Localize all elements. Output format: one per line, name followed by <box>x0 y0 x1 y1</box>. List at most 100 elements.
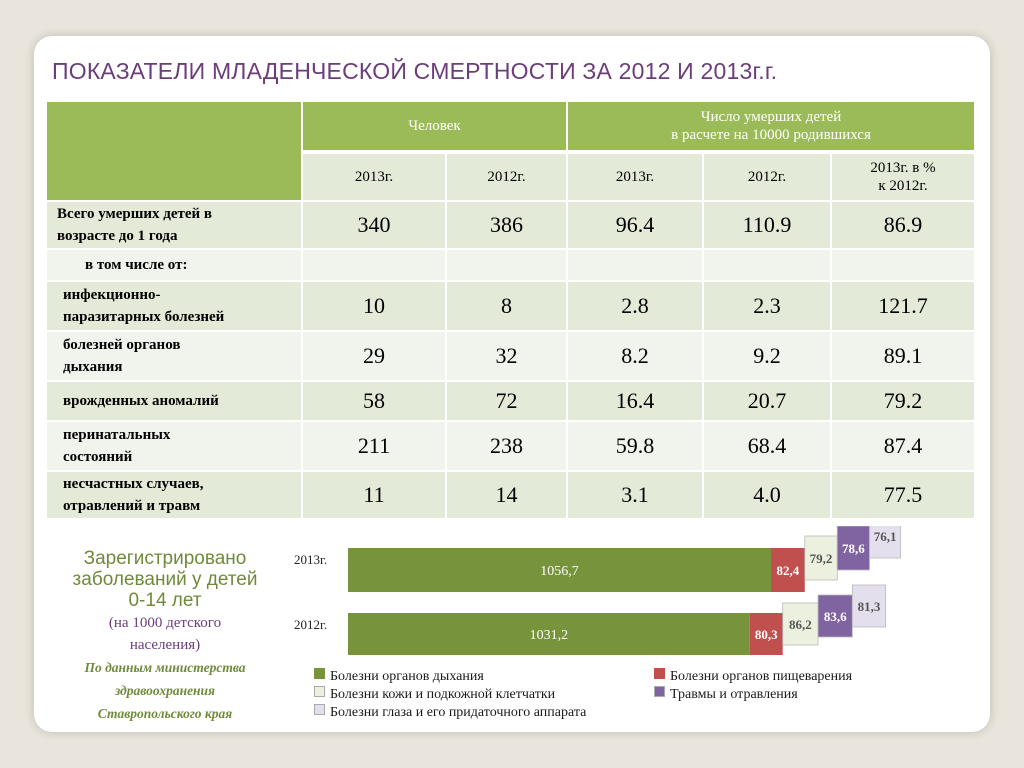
legend-label: Болезни глаза и его придаточного аппарат… <box>330 705 587 720</box>
bar-value-label: 81,3 <box>858 599 881 614</box>
bar-value-label: 1056,7 <box>540 564 579 579</box>
bar-value-label: 76,1 <box>874 529 897 544</box>
bar-segment <box>817 594 853 638</box>
row-label: болезней органов дыхания <box>47 332 303 382</box>
header-corner <box>47 102 303 202</box>
cell-people-2012: 14 <box>447 472 568 520</box>
caption-line3: 0-14 лет <box>128 590 202 611</box>
legend-swatch <box>654 668 665 679</box>
header-people: Человек <box>303 102 568 152</box>
bar-segment <box>771 548 805 592</box>
col-percent-line2: к 2012г. <box>878 178 928 194</box>
caption-line2: заболеваний у детей <box>72 569 258 590</box>
cell-percent: 86.9 <box>832 202 976 250</box>
col-percent-line1: 2013г. в % <box>870 160 936 176</box>
cell-rate-2012: 9.2 <box>704 332 832 382</box>
row-label: врожденных аномалий <box>47 382 303 422</box>
cell-rate-2012: 68.4 <box>704 422 832 472</box>
legend-label: Болезни органов дыхания <box>330 669 484 684</box>
bar-segment <box>348 613 750 655</box>
row-label: перинатальных состояний <box>47 422 303 472</box>
bar-segment <box>782 602 819 646</box>
cell-people-2013: 58 <box>303 382 447 422</box>
caption-source3: Ставропольского края <box>97 706 233 721</box>
bar-value-label: 78,6 <box>842 541 865 556</box>
cell-rate-2012: 20.7 <box>704 382 832 422</box>
cell-rate-2013: 2.8 <box>568 282 704 332</box>
legend-item: Болезни кожи и подкожной клетчатки <box>314 686 555 703</box>
bar-segment <box>348 548 771 592</box>
legend-swatch <box>314 704 325 715</box>
cell-percent: 121.7 <box>832 282 976 332</box>
legend-item: Травмы и отравления <box>654 686 798 703</box>
header-rate: Число умерших детей в расчете на 10000 р… <box>568 102 976 152</box>
caption-line1: Зарегистрировано <box>83 548 247 569</box>
cell-rate-2013: 16.4 <box>568 382 704 422</box>
row-label: Всего умерших детей в возрасте до 1 года <box>47 202 303 250</box>
legend-swatch <box>654 686 665 697</box>
cell-people-2013: 340 <box>303 202 447 250</box>
bar-value-label: 83,6 <box>824 609 847 624</box>
col-percent: 2013г. в % к 2012г. <box>832 152 976 202</box>
cell-rate-2013: 96.4 <box>568 202 704 250</box>
table-row: несчастных случаев, отравлений и травм 11… <box>47 472 976 520</box>
bar-segment <box>851 584 887 628</box>
cell-percent: 87.4 <box>832 422 976 472</box>
cell-percent: 89.1 <box>832 332 976 382</box>
y-category-label: 2013г. <box>294 552 327 567</box>
col-rate-2012: 2012г. <box>704 152 832 202</box>
header-rate-line1: Число умерших детей <box>700 109 842 125</box>
chart-caption: Зарегистрировано заболеваний у детей 0-1… <box>50 548 280 724</box>
row-label: инфекционно-паразитарных болезней <box>47 282 303 332</box>
table-row: врожденных аномалий 58 72 16.4 20.7 79.2 <box>47 382 976 422</box>
bar-value-label: 1031,2 <box>530 628 569 643</box>
caption-source1: По данным министерства <box>84 660 246 675</box>
cell-rate-2012: 4.0 <box>704 472 832 520</box>
bar-value-label: 82,4 <box>777 563 800 578</box>
cell-rate-2012: 2.3 <box>704 282 832 332</box>
bar-value-label: 86,2 <box>789 617 812 632</box>
bar-value-label: 79,2 <box>810 551 833 566</box>
cell-percent: 77.5 <box>832 472 976 520</box>
y-category-label: 2012г. <box>294 617 327 632</box>
legend-swatch <box>314 668 325 679</box>
table-row: Всего умерших детей в возрасте до 1 года … <box>47 202 976 250</box>
cell-rate-2013: 59.8 <box>568 422 704 472</box>
page-title: ПОКАЗАТЕЛИ МЛАДЕНЧЕСКОЙ СМЕРТНОСТИ ЗА 20… <box>52 58 778 84</box>
legend-item: Болезни органов дыхания <box>314 668 484 685</box>
legend-item: Болезни глаза и его придаточного аппарат… <box>314 704 586 721</box>
caption-source2: здравоохранения <box>114 683 216 698</box>
caption-line5: населения) <box>129 637 201 653</box>
bar-segment <box>749 613 783 655</box>
table-row: болезней органов дыхания 29 32 8.2 9.2 89… <box>47 332 976 382</box>
cell-people-2012: 32 <box>447 332 568 382</box>
col-rate-2013: 2013г. <box>568 152 704 202</box>
legend-label: Травмы и отравления <box>670 687 798 702</box>
legend-label: Болезни органов пищеварения <box>670 669 853 684</box>
header-rate-line2: в расчете на 10000 родившихся <box>671 127 871 143</box>
row-label: в том числе от: <box>47 250 303 282</box>
legend-swatch <box>314 686 325 697</box>
col-people-2013: 2013г. <box>303 152 447 202</box>
bar-segment <box>836 526 870 571</box>
table-row: в том числе от: <box>47 250 976 282</box>
cell-people-2013: 29 <box>303 332 447 382</box>
cell-rate-2013: 3.1 <box>568 472 704 520</box>
cell-people-2013: 11 <box>303 472 447 520</box>
cell-percent: 79.2 <box>832 382 976 422</box>
chart-legend: Болезни органов дыхания Болезни органов п… <box>314 668 954 728</box>
col-people-2012: 2012г. <box>447 152 568 202</box>
table-row: инфекционно-паразитарных болезней 10 8 2… <box>47 282 976 332</box>
row-label: несчастных случаев, отравлений и травм <box>47 472 303 520</box>
cell-people-2012: 386 <box>447 202 568 250</box>
cell-people-2013: 10 <box>303 282 447 332</box>
cell-people-2012: 72 <box>447 382 568 422</box>
morbidity-bar-chart: 2013г. 1056,7 82,4 79,2 78,6 76,1 2012г. 1031,2… <box>294 526 902 655</box>
caption-line4: (на 1000 детского <box>108 615 222 631</box>
bar-value-label: 80,3 <box>755 627 778 642</box>
table-row: перинатальных состояний 211 238 59.8 68.4… <box>47 422 976 472</box>
cell-people-2013: 211 <box>303 422 447 472</box>
legend-item: Болезни органов пищеварения <box>654 668 852 685</box>
cell-rate-2013: 8.2 <box>568 332 704 382</box>
mortality-table: Человек Число умерших детей в расчете на… <box>47 102 976 520</box>
